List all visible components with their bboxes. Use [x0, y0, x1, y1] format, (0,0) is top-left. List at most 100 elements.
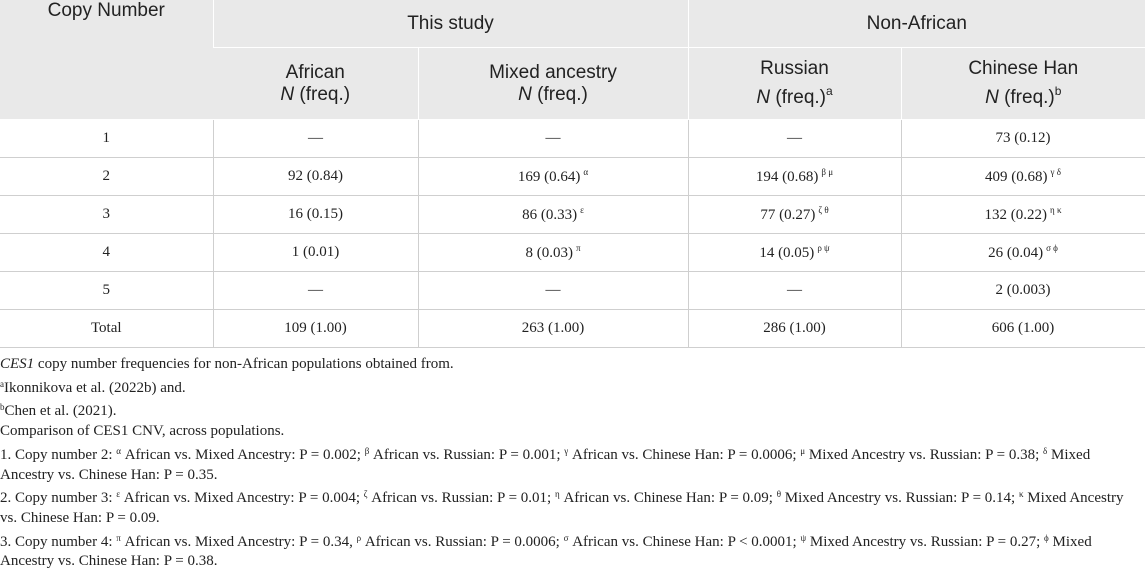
- value-cell: —: [213, 271, 419, 310]
- cell-value: 286 (1.00): [763, 320, 826, 336]
- footnote-copy-number-2: 1. Copy number 2: α African vs. Mixed An…: [0, 442, 1140, 485]
- table-row: 3 16 (0.15) 86 (0.33) ε 77 (0.27) ζ θ 132 …: [0, 195, 1145, 234]
- value-cell: 14 (0.05) ρ ψ: [688, 233, 902, 272]
- footnote-text: African vs. Russian: P = 0.0006;: [361, 533, 564, 550]
- footnote-text: 1. Copy number 2:: [0, 446, 117, 463]
- footnote-a: aIkonnikova et al. (2022b) and.: [0, 375, 1140, 399]
- value-cell: —: [688, 271, 902, 310]
- footnote-text: 2. Copy number 3:: [0, 490, 117, 507]
- cell-value: —: [308, 282, 323, 298]
- cell-value: 263 (1.00): [521, 320, 585, 336]
- significance-marker: σ ϕ: [1046, 243, 1058, 253]
- value-cell: 109 (1.00): [213, 309, 419, 348]
- value-cell: 8 (0.03) π: [418, 233, 689, 272]
- value-cell: —: [418, 119, 689, 158]
- footnote-marker: b: [0, 402, 5, 413]
- value-cell: 77 (0.27) ζ θ: [688, 195, 902, 234]
- footnote-text: African vs. Chinese Han: P = 0.09;: [559, 490, 777, 507]
- footnote-copy-number-4: 3. Copy number 4: π African vs. Mixed An…: [0, 529, 1140, 572]
- footnote-text: African vs. Russian: P = 0.001;: [369, 446, 565, 463]
- footnote-source: CES1 copy number frequencies for non-Afr…: [0, 355, 1140, 375]
- footnote-text: African vs. Chinese Han: P < 0.0001;: [568, 533, 801, 550]
- value-cell: 263 (1.00): [418, 309, 689, 348]
- footnote-marker: π: [116, 532, 121, 543]
- cell-value: 606 (1.00): [991, 320, 1055, 336]
- value-cell: 73 (0.12): [901, 119, 1145, 158]
- header-copy-number: Copy Number: [0, 0, 213, 120]
- cell-value: 194 (0.68): [755, 169, 819, 185]
- footnote-text: Mixed Ancestry vs. Chinese Han: P = 0.09…: [0, 490, 1124, 526]
- footnote-text: Mixed Ancestry vs. Russian: P = 0.14;: [781, 490, 1019, 507]
- significance-marker: ρ ψ: [817, 243, 830, 253]
- footnote-text: Ikonnikova et al. (2022b) and.: [4, 379, 186, 396]
- col-name: Mixed ancestry: [489, 61, 617, 83]
- footnote-text: African vs. Mixed Ancestry: P = 0.002;: [120, 446, 365, 463]
- col-freq: (freq.): [770, 87, 826, 108]
- value-cell: 26 (0.04) σ ϕ: [901, 233, 1145, 272]
- gene-name: CES1: [0, 356, 35, 372]
- footnote-marker: η: [554, 489, 560, 500]
- significance-marker: α: [583, 167, 589, 177]
- footnote-marker: θ: [776, 489, 782, 500]
- footnote-marker: ψ: [800, 532, 807, 543]
- footnote-marker: α: [116, 445, 121, 456]
- cell-value: 77 (0.27): [760, 207, 816, 223]
- cell-value: 8 (0.03): [525, 245, 573, 261]
- table-row: 5 — — — 2 (0.003): [0, 271, 1145, 310]
- copy-number-cell: 2: [0, 157, 214, 196]
- footnote-marker: ζ: [363, 489, 368, 500]
- footnote-marker: κ: [1018, 489, 1024, 500]
- cell-value: —: [308, 130, 323, 146]
- value-cell: 132 (0.22) η κ: [901, 195, 1145, 234]
- cell-value: 14 (0.05): [759, 245, 815, 261]
- footnote-text: Mixed Ancestry vs. Chinese Han: P = 0.35…: [0, 446, 1091, 483]
- header-col-russian: Russian N (freq.)a: [687, 47, 901, 120]
- cnv-frequency-table: Copy Number This study Non-African Afric…: [0, 0, 1145, 348]
- copy-number-cell: Total: [0, 309, 214, 348]
- col-freq: (freq.): [531, 83, 588, 105]
- table-row-total: Total 109 (1.00) 263 (1.00) 286 (1.00) 6…: [0, 309, 1145, 348]
- cell-value: 1 (0.01): [291, 244, 340, 260]
- col-name: Chinese Han: [968, 58, 1079, 79]
- cell-value: —: [787, 130, 802, 146]
- col-n: N: [756, 87, 771, 108]
- footnote-marker: ε: [116, 489, 121, 500]
- significance-marker: π: [575, 243, 581, 253]
- cell-value: 16 (0.15): [288, 206, 343, 222]
- footnote-marker: ρ: [356, 532, 362, 543]
- header-col-chinese-han: Chinese Han N (freq.)b: [900, 47, 1145, 120]
- cell-value: 409 (0.68): [985, 169, 1048, 185]
- value-cell: 1 (0.01): [213, 233, 419, 272]
- cell-value: 169 (0.64): [517, 169, 581, 185]
- table-row: 2 92 (0.84) 169 (0.64) α 194 (0.68) β μ 40…: [0, 157, 1145, 196]
- copy-number-cell: 1: [0, 119, 214, 158]
- footnote-marker: δ: [1043, 445, 1048, 456]
- cell-value: 2 (0.003): [995, 282, 1051, 298]
- cell-value: —: [545, 282, 561, 298]
- significance-marker: γ δ: [1050, 167, 1061, 177]
- footnote-text: Chen et al. (2021).: [4, 403, 117, 420]
- cell-value: 109 (1.00): [284, 320, 347, 336]
- cell-value: 86 (0.33): [522, 207, 578, 223]
- footnote-text: Mixed Ancestry vs. Russian: P = 0.38;: [805, 446, 1044, 463]
- footnote-marker: β: [364, 445, 370, 456]
- value-cell: —: [418, 271, 689, 310]
- significance-marker: ε: [580, 205, 584, 215]
- footnote-b: bChen et al. (2021).: [0, 398, 1140, 422]
- footnote-marker: γ: [564, 445, 569, 456]
- cell-value: 73 (0.12): [995, 130, 1051, 146]
- value-cell: —: [213, 119, 419, 158]
- header-col-african: African N (freq.): [213, 47, 418, 120]
- col-footnote-marker: a: [826, 84, 833, 98]
- copy-number-cell: 5: [0, 271, 214, 310]
- significance-marker: β μ: [821, 167, 834, 177]
- value-cell: 16 (0.15): [213, 195, 419, 234]
- header-col-mixed-ancestry: Mixed ancestry N (freq.): [417, 47, 688, 120]
- footnote-text: African vs. Chinese Han: P = 0.0006;: [568, 446, 801, 463]
- value-cell: 86 (0.33) ε: [418, 195, 689, 234]
- col-n: N: [518, 83, 532, 105]
- col-footnote-marker: b: [1054, 84, 1062, 98]
- value-cell: 2 (0.003): [901, 271, 1145, 310]
- footnote-text: African vs. Mixed Ancestry: P = 0.004;: [120, 490, 364, 507]
- value-cell: 169 (0.64) α: [418, 157, 689, 196]
